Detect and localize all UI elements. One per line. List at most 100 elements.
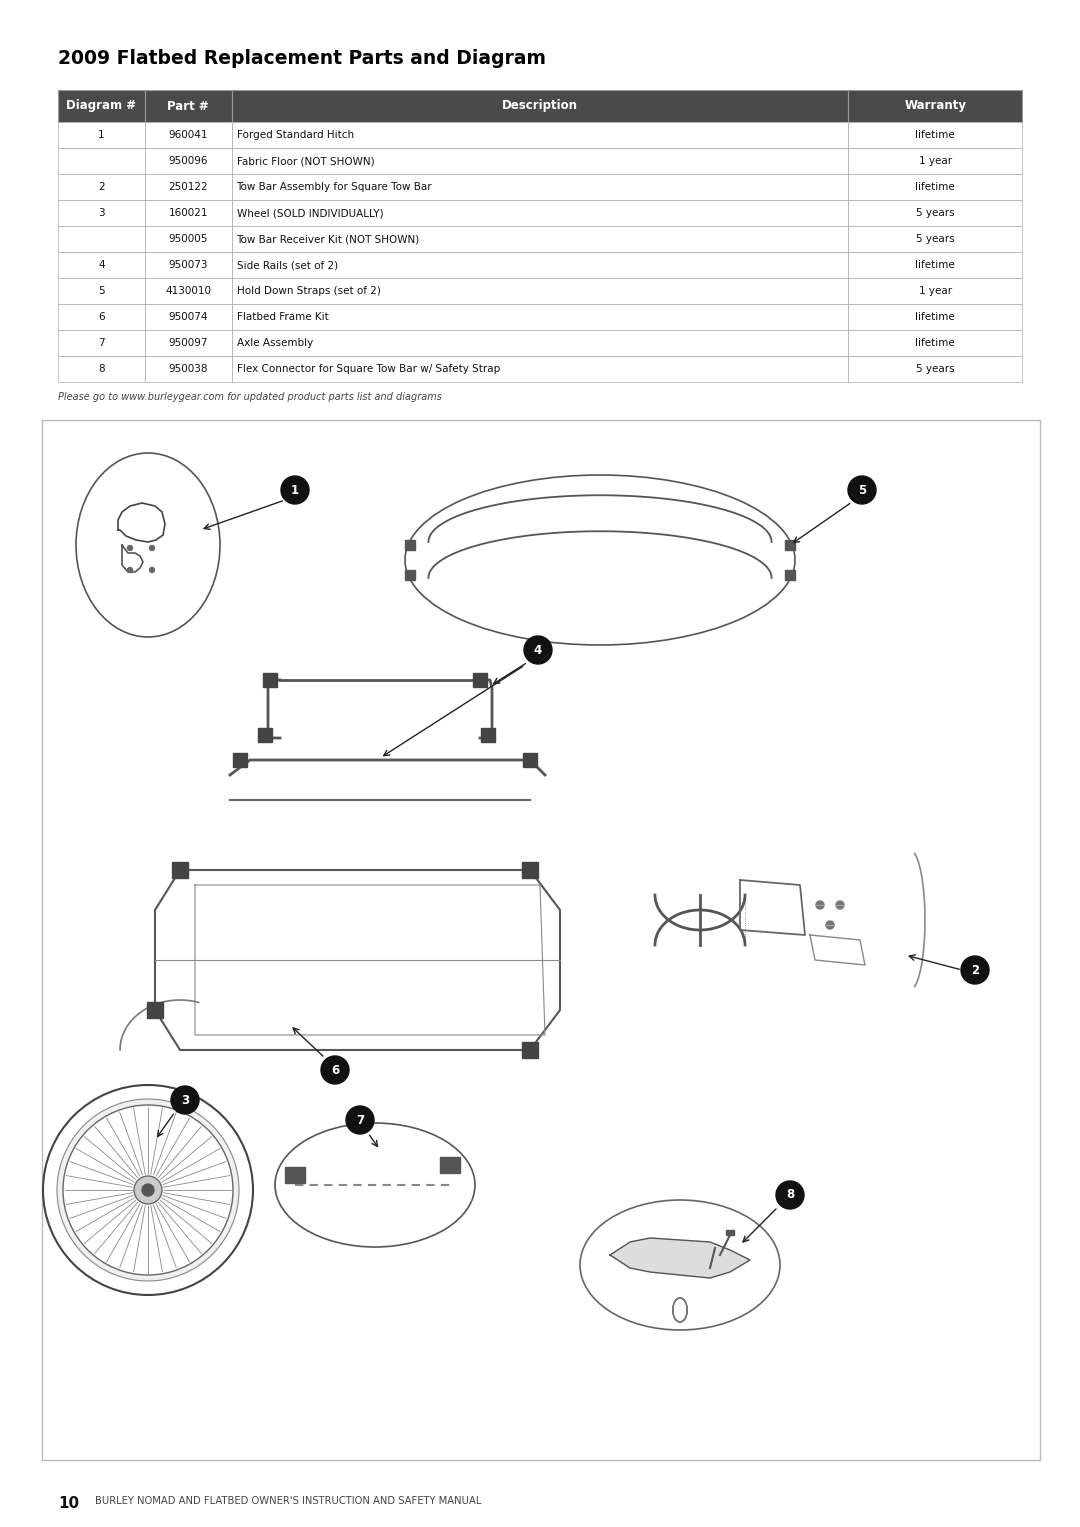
Bar [522,1041,538,1058]
Text: 1 year: 1 year [919,286,951,296]
Text: 2009 Flatbed Replacement Parts and Diagram: 2009 Flatbed Replacement Parts and Diagr… [58,49,546,69]
Bar [145,226,231,252]
Bar [58,200,145,226]
Text: Please go to www.burleygear.com for updated product parts list and diagrams: Please go to www.burleygear.com for upda… [58,392,442,402]
Bar [405,570,415,580]
Bar [58,122,145,148]
Text: Tow Bar Assembly for Square Tow Bar: Tow Bar Assembly for Square Tow Bar [237,182,432,192]
Circle shape [524,637,552,664]
Text: BURLEY NOMAD AND FLATBED OWNER'S INSTRUCTION AND SAFETY MANUAL: BURLEY NOMAD AND FLATBED OWNER'S INSTRUC… [95,1496,482,1506]
Text: 4130010: 4130010 [165,286,212,296]
Bar [849,200,1022,226]
Bar [58,174,145,200]
Text: 250122: 250122 [168,182,208,192]
Bar [231,200,849,226]
Text: 160021: 160021 [168,208,207,218]
Bar [785,570,795,580]
Bar [849,252,1022,278]
Circle shape [961,956,989,983]
Text: Flatbed Frame Kit: Flatbed Frame Kit [237,312,328,322]
Bar [231,226,849,252]
Bar [231,252,849,278]
Text: 950073: 950073 [168,260,207,270]
Bar [849,278,1022,304]
Circle shape [43,1086,253,1295]
Text: 7: 7 [98,337,105,348]
Text: Warranty: Warranty [904,99,967,113]
Bar [440,1157,460,1173]
Bar [258,728,272,742]
Circle shape [826,921,834,928]
Circle shape [127,545,133,551]
Circle shape [149,545,154,551]
Bar [58,148,145,174]
Text: 950005: 950005 [168,234,207,244]
Bar [145,330,231,356]
Bar [231,330,849,356]
Circle shape [816,901,824,909]
Text: 960041: 960041 [168,130,207,140]
Bar [145,200,231,226]
Bar [849,226,1022,252]
Text: 1: 1 [98,130,105,140]
Text: 3: 3 [181,1093,189,1107]
Bar [849,174,1022,200]
Circle shape [836,901,843,909]
Bar [849,330,1022,356]
Circle shape [63,1106,233,1275]
Text: lifetime: lifetime [916,260,955,270]
Text: lifetime: lifetime [916,312,955,322]
Text: lifetime: lifetime [916,182,955,192]
Circle shape [777,1180,804,1209]
Text: 950074: 950074 [168,312,207,322]
Text: 950096: 950096 [168,156,207,166]
Circle shape [57,1099,239,1281]
Circle shape [346,1106,374,1135]
Polygon shape [610,1238,750,1278]
Text: 5 years: 5 years [916,234,955,244]
Text: Axle Assembly: Axle Assembly [237,337,313,348]
Bar [523,753,537,767]
Text: 1: 1 [291,484,299,496]
Circle shape [149,568,154,573]
Bar [145,252,231,278]
Bar [473,673,487,687]
Bar [233,753,247,767]
Text: 5: 5 [98,286,105,296]
Text: 8: 8 [786,1188,794,1202]
Text: 950038: 950038 [168,363,207,374]
Bar [58,304,145,330]
Bar [849,148,1022,174]
Bar [849,122,1022,148]
Bar [58,356,145,382]
Ellipse shape [405,475,795,644]
Text: 4: 4 [98,260,105,270]
Text: 6: 6 [330,1063,339,1077]
Text: 8: 8 [98,363,105,374]
Bar [231,90,849,122]
Bar [726,1231,734,1235]
Bar [231,356,849,382]
Text: Forged Standard Hitch: Forged Standard Hitch [237,130,353,140]
Bar [58,330,145,356]
Text: Description: Description [502,99,578,113]
Bar [481,728,495,742]
Text: Diagram #: Diagram # [66,99,136,113]
Bar [58,226,145,252]
Ellipse shape [275,1122,475,1248]
Text: lifetime: lifetime [916,130,955,140]
Bar [58,252,145,278]
Bar [849,356,1022,382]
Text: 4: 4 [534,643,542,657]
Bar [522,863,538,878]
Text: Wheel (SOLD INDIVIDUALLY): Wheel (SOLD INDIVIDUALLY) [237,208,383,218]
Bar [231,122,849,148]
Text: Tow Bar Receiver Kit (NOT SHOWN): Tow Bar Receiver Kit (NOT SHOWN) [237,234,420,244]
Bar [231,174,849,200]
Text: 6: 6 [98,312,105,322]
Bar [849,90,1022,122]
Circle shape [281,476,309,504]
Bar [42,420,1040,1460]
Circle shape [848,476,876,504]
Bar [145,90,231,122]
